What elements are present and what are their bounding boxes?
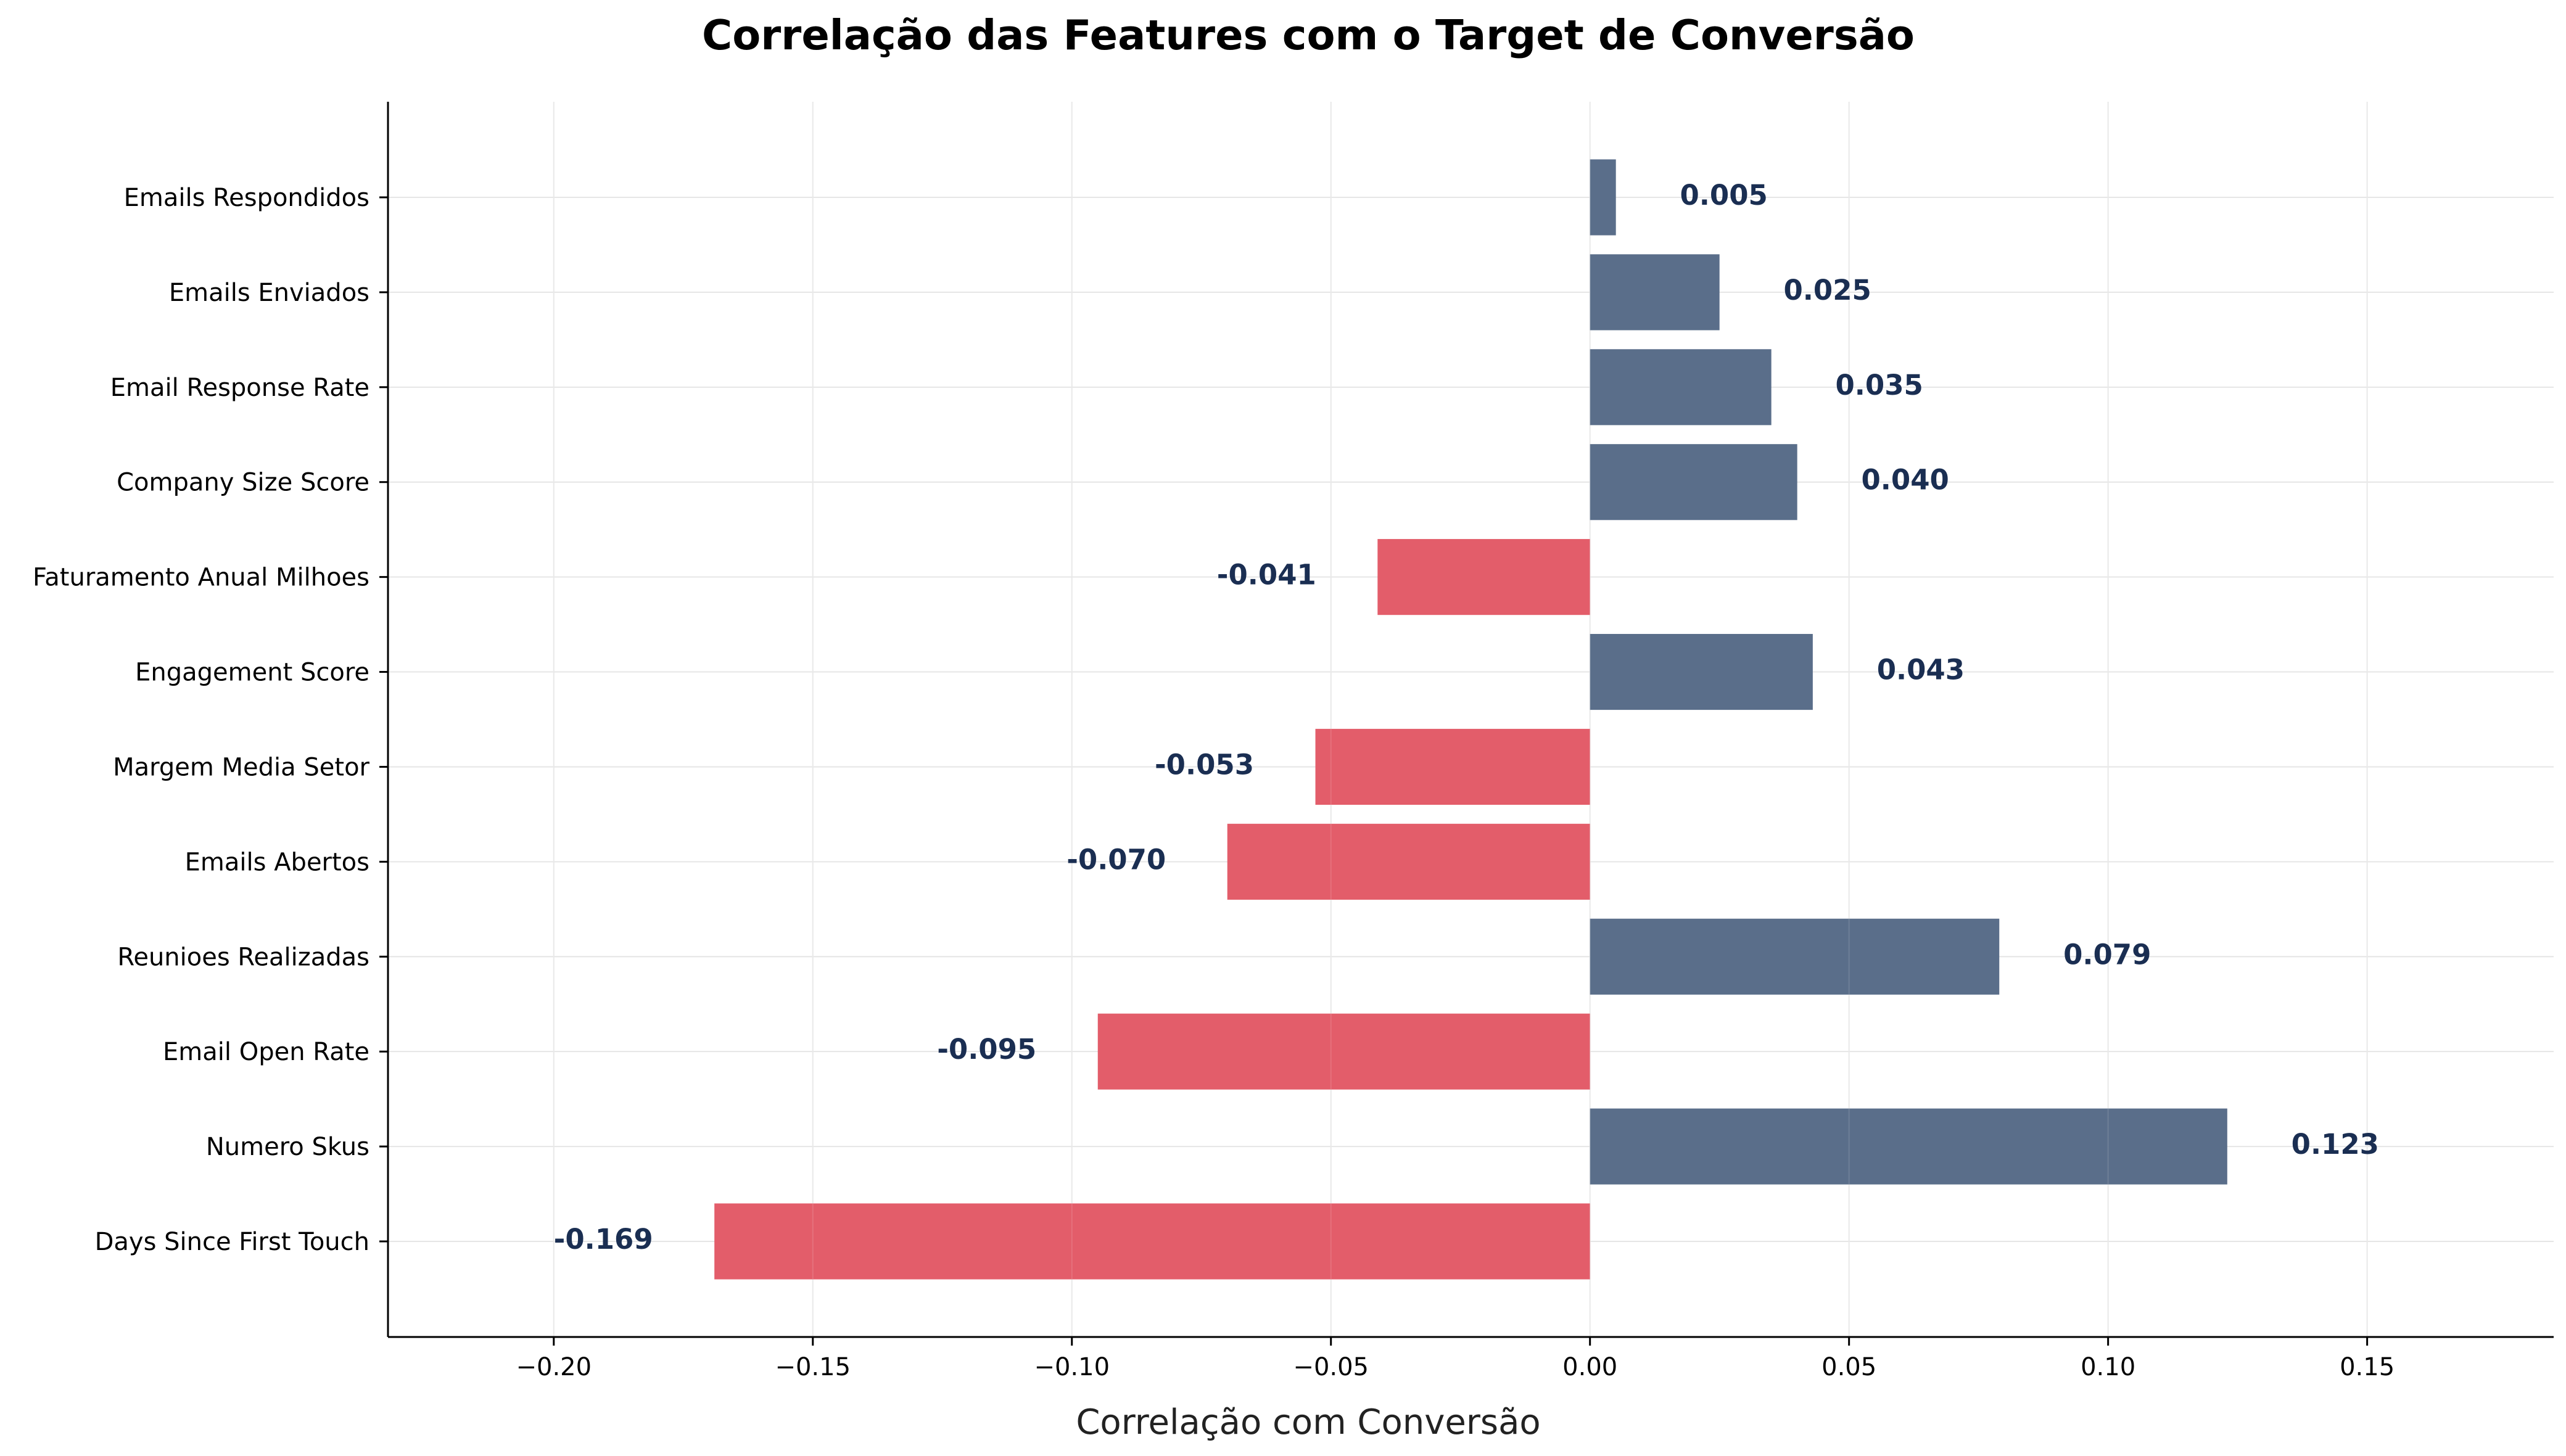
value-label-7: -0.041 — [1217, 559, 1316, 591]
category-label-10: Emails Enviados — [169, 279, 369, 307]
value-label-8: 0.040 — [1861, 464, 1949, 496]
x-tick-label-0: −0.20 — [516, 1353, 592, 1381]
x-tick-label-5: 0.05 — [1821, 1353, 1876, 1381]
x-axis-label: Correlação com Conversão — [1076, 1402, 1540, 1442]
x-tick-label-3: −0.05 — [1293, 1353, 1369, 1381]
category-label-5: Margem Media Setor — [113, 753, 369, 781]
bar-0 — [714, 1203, 1590, 1280]
bar-7 — [1377, 539, 1590, 615]
bar-4 — [1227, 823, 1590, 900]
value-label-9: 0.035 — [1836, 369, 1923, 401]
value-label-6: 0.043 — [1877, 654, 1965, 686]
x-tick-label-7: 0.15 — [2340, 1353, 2395, 1381]
category-label-4: Emails Abertos — [185, 848, 369, 876]
bar-8 — [1590, 444, 1797, 520]
bar-3 — [1590, 918, 2000, 995]
chart-title: Correlação das Features com o Target de … — [702, 11, 1915, 59]
value-label-4: -0.070 — [1066, 843, 1166, 876]
grid-layer — [388, 102, 2554, 1337]
category-label-2: Email Open Rate — [163, 1038, 369, 1066]
value-label-11: 0.005 — [1680, 179, 1768, 212]
bar-1 — [1590, 1108, 2227, 1185]
category-label-1: Numero Skus — [206, 1133, 369, 1161]
bar-5 — [1315, 728, 1590, 805]
bar-10 — [1590, 254, 1720, 331]
category-label-7: Faturamento Anual Milhoes — [33, 564, 369, 592]
value-label-3: 0.079 — [2063, 938, 2151, 971]
x-tick-label-1: −0.15 — [775, 1353, 851, 1381]
bar-2 — [1097, 1013, 1590, 1090]
x-tick-label-4: 0.00 — [1562, 1353, 1617, 1381]
category-label-0: Days Since First Touch — [95, 1228, 369, 1256]
value-label-2: -0.095 — [937, 1033, 1036, 1066]
bar-6 — [1590, 633, 1813, 710]
bar-11 — [1590, 159, 1616, 236]
x-tick-label-6: 0.10 — [2081, 1353, 2135, 1381]
value-label-1: 0.123 — [2292, 1128, 2379, 1161]
axis-layer: −0.20 −0.15 −0.10 −0.05 0.00 0.05 0.10 0.15 Days… — [33, 102, 2554, 1381]
label-layer: -0.169 0.123 -0.095 0.079 -0.070 -0.053 0.043 -… — [554, 179, 2379, 1256]
category-label-9: Email Response Rate — [110, 374, 369, 402]
category-label-11: Emails Respondidos — [124, 184, 369, 212]
category-label-3: Reunioes Realizadas — [117, 943, 369, 971]
bar-layer — [553, 102, 2368, 1337]
value-label-0: -0.169 — [554, 1223, 653, 1256]
bar-9 — [1590, 349, 1772, 426]
category-label-8: Company Size Score — [117, 469, 369, 497]
category-label-6: Engagement Score — [135, 659, 369, 687]
value-label-5: -0.053 — [1155, 748, 1254, 781]
x-tick-label-2: −0.10 — [1034, 1353, 1110, 1381]
value-label-10: 0.025 — [1784, 274, 1871, 306]
